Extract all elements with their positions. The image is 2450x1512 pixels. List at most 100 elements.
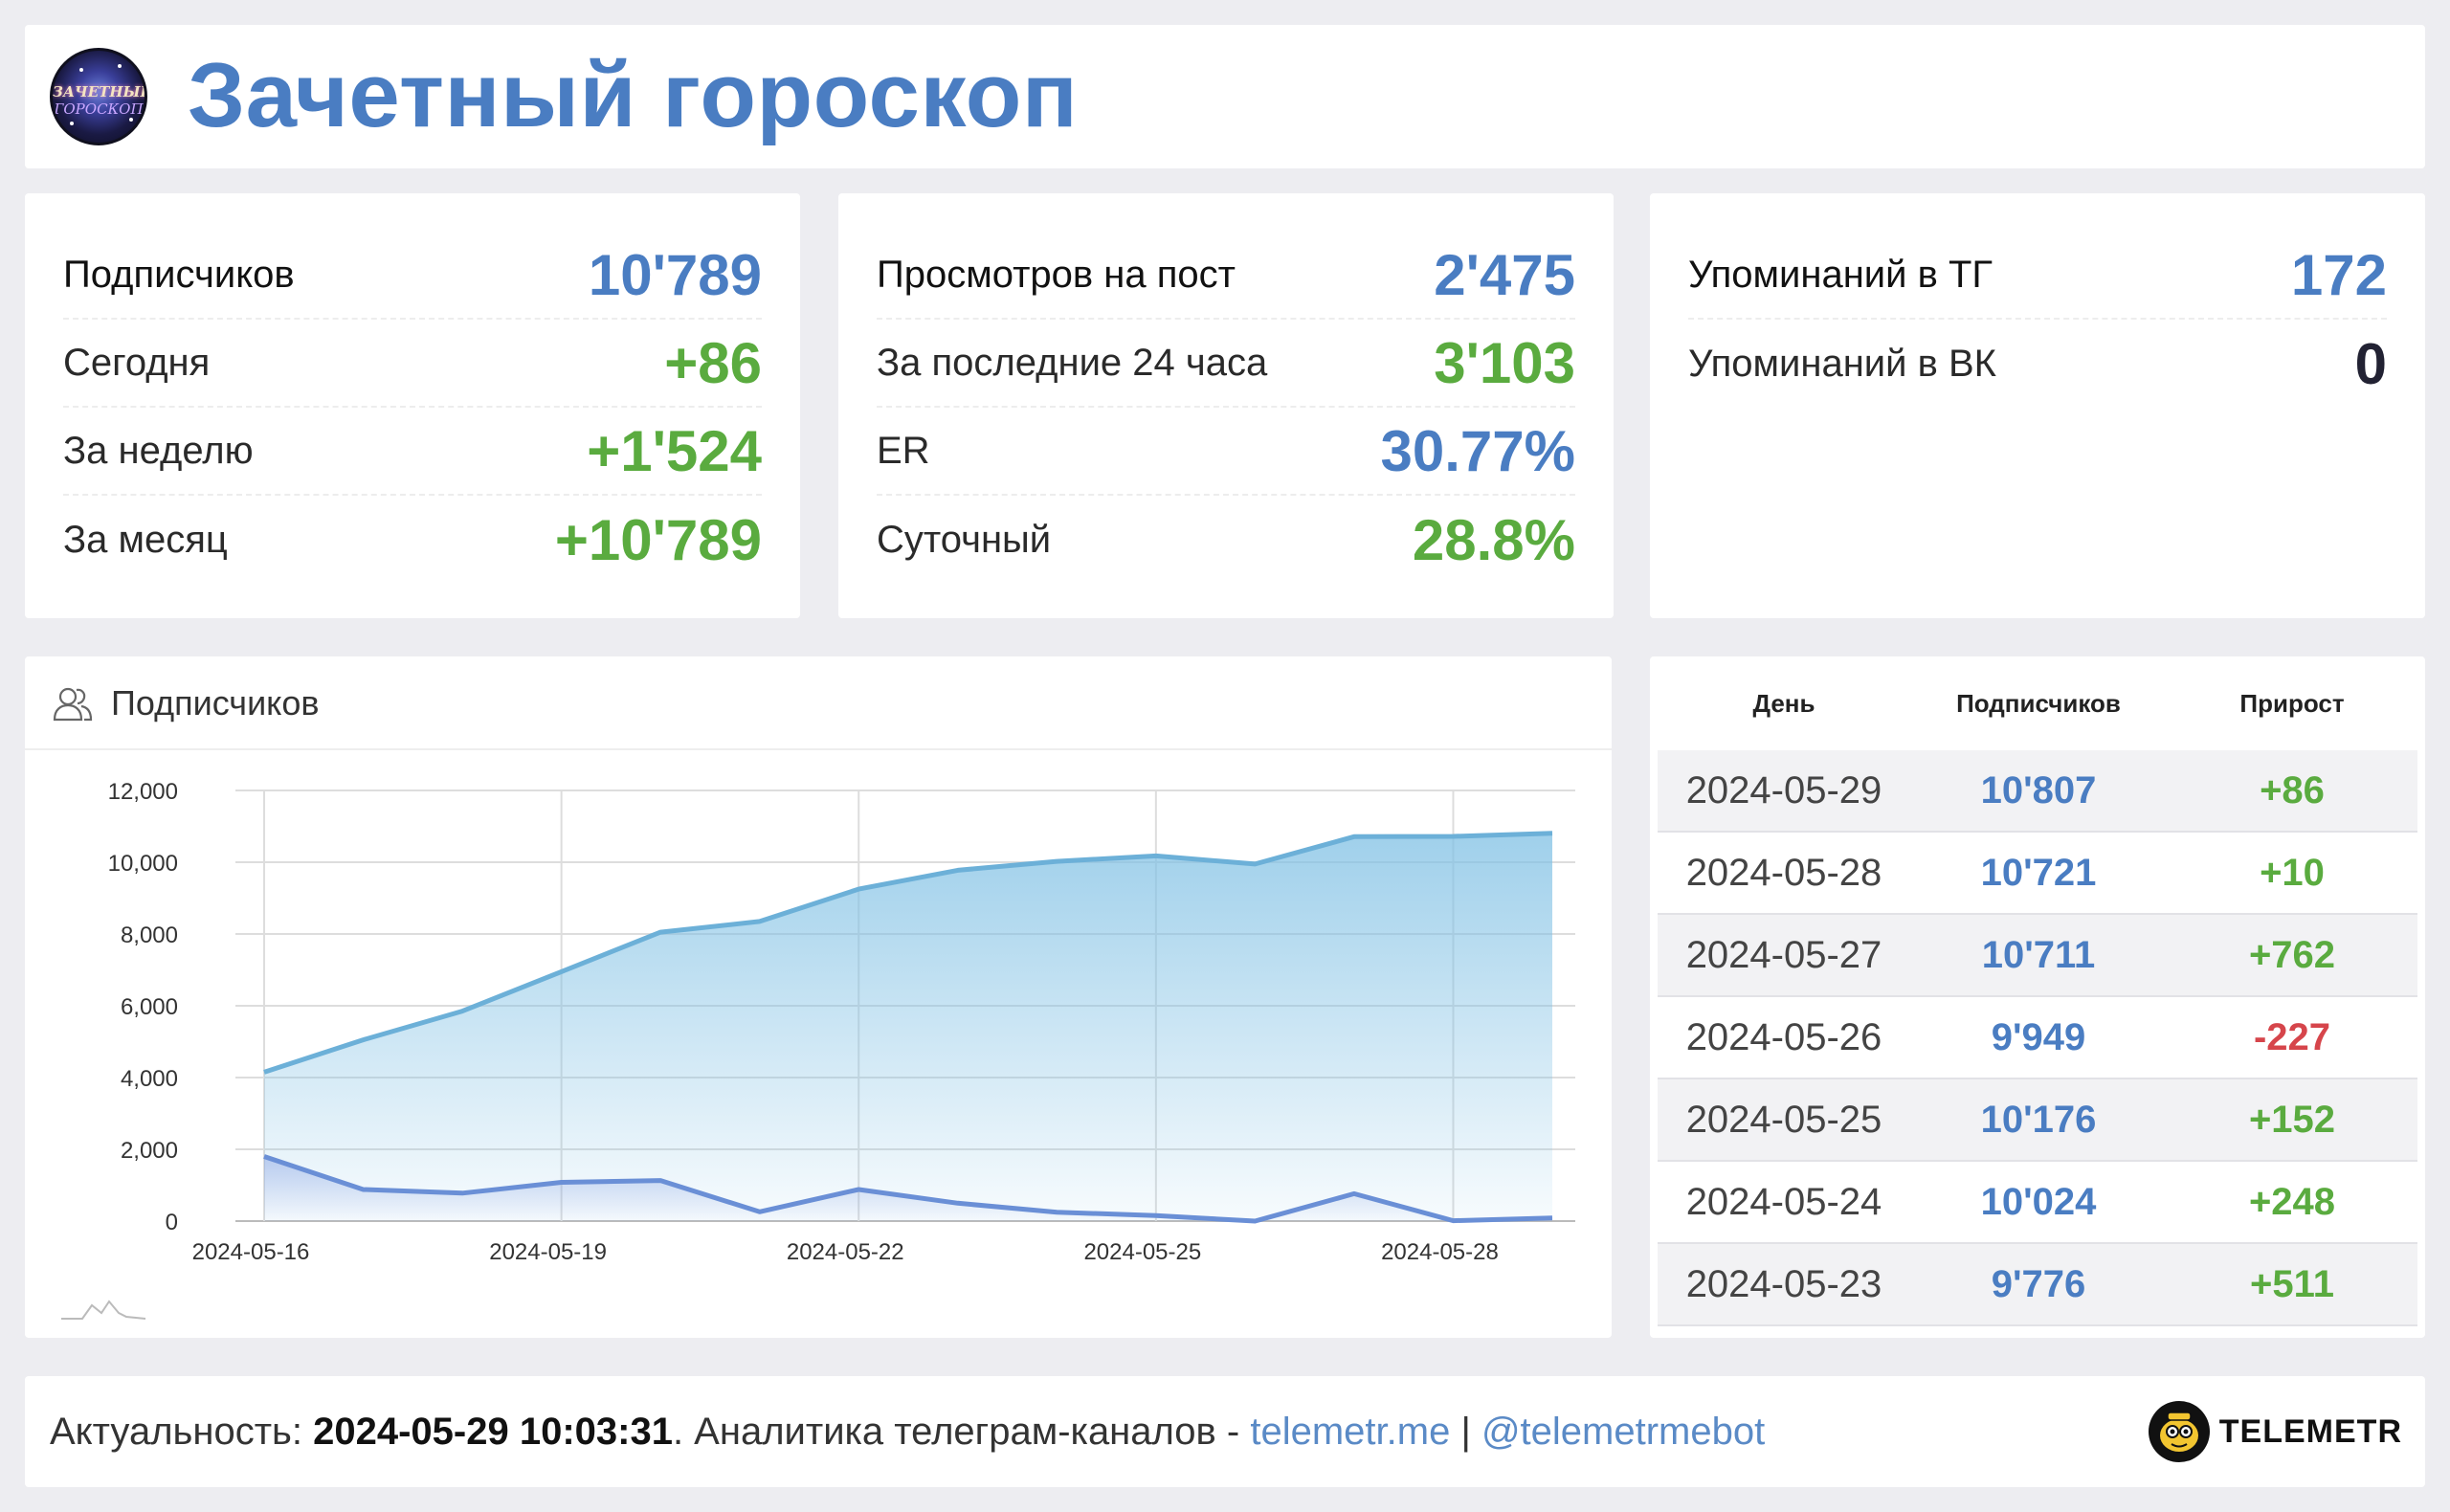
chart-header: Подписчиков	[25, 656, 1612, 750]
cell-gain: +248	[2248, 1180, 2336, 1223]
stat-value: +86	[664, 330, 762, 395]
footer-separator: |	[1450, 1411, 1481, 1453]
x-tick-label: 2024-05-19	[489, 1239, 607, 1265]
stat-label: ER	[877, 429, 930, 472]
channel-avatar: ЗАЧЕТНЫЙ ГОРОСКОП	[50, 48, 147, 145]
users-icon	[53, 687, 93, 722]
table-row: 2024-05-28 10'721 +10	[1658, 833, 2417, 915]
stat-value: 10'789	[588, 242, 762, 307]
table-body: 2024-05-29 10'807 +86 2024-05-28 10'721 +10 20…	[1658, 750, 2417, 1326]
cell-subscribers: 10'711	[1981, 933, 2096, 976]
stat-label: За последние 24 часа	[877, 341, 1268, 384]
cell-date: 2024-05-29	[1685, 768, 1882, 812]
table-row: 2024-05-24 10'024 +248	[1658, 1162, 2417, 1244]
stat-value: 172	[2290, 242, 2387, 307]
cell-gain: +10	[2260, 851, 2325, 894]
subscribers-area-chart: 0 2,000 4,000 6,000 8,000 10,000 12,000 2024-05…	[108, 779, 1575, 1265]
column-header-day[interactable]: День	[1752, 688, 1815, 718]
x-tick-label: 2024-05-16	[192, 1239, 310, 1265]
footer-prefix: Актуальность:	[50, 1411, 314, 1453]
subscribers-chart-card: Подписчиков 0 2,000 4,000 6,000 8,000 10,000 1…	[25, 656, 1612, 1338]
footer-middle: . Аналитика телеграм-каналов -	[672, 1411, 1251, 1453]
table-row: 2024-05-26 9'949 -227	[1658, 997, 2417, 1079]
stat-label: Подписчиков	[63, 253, 295, 296]
x-tick-label: 2024-05-22	[787, 1239, 904, 1265]
cell-subscribers: 10'024	[1980, 1180, 2097, 1223]
y-tick-label: 0	[166, 1210, 178, 1235]
stat-label: Суточный	[877, 518, 1052, 561]
telemetr-brand[interactable]: TELEMETR	[2148, 1401, 2402, 1462]
stat-row: За последние 24 часа 3'103	[877, 320, 1575, 408]
column-header-subscribers[interactable]: Подписчиков	[1956, 688, 2121, 718]
stat-row: Упоминаний в ТГ 172	[1688, 232, 2387, 320]
stat-row: Упоминаний в ВК 0	[1688, 320, 2387, 408]
cell-subscribers: 10'721	[1980, 851, 2097, 894]
series-line-0	[263, 831, 1553, 1075]
stat-label: За неделю	[63, 429, 254, 472]
cell-gain: +762	[2248, 933, 2336, 976]
subscribers-card: Подписчиков 10'789 Сегодня +86 За неделю +1'5…	[25, 193, 800, 618]
chart-title: Подписчиков	[111, 683, 320, 723]
telemetr-brand-name: TELEMETR	[2218, 1412, 2402, 1450]
table-header: День Подписчиков Прирост	[1650, 656, 2425, 750]
telemetr-logo-icon	[2148, 1401, 2210, 1462]
footer-card: Актуальность: 2024-05-29 10:03:31. Анали…	[25, 1376, 2425, 1487]
telemetr-bot-link[interactable]: @telemetrmebot	[1481, 1411, 1766, 1453]
cell-gain: +511	[2250, 1262, 2334, 1305]
channel-title: Зачетный гороскоп	[188, 44, 1079, 146]
stat-row: За месяц +10'789	[63, 496, 762, 584]
telemetr-link[interactable]: telemetr.me	[1250, 1411, 1451, 1453]
avatar-text-2: ГОРОСКОП	[54, 100, 144, 118]
cell-gain: +152	[2248, 1098, 2336, 1141]
stat-row: Просмотров на пост 2'475	[877, 232, 1575, 320]
stat-value: 0	[2354, 331, 2387, 396]
views-card: Просмотров на пост 2'475 За последние 24 ч…	[838, 193, 1614, 618]
stat-value: 2'475	[1434, 242, 1575, 307]
stat-value: +10'789	[554, 507, 762, 572]
daily-table-card: День Подписчиков Прирост 2024-05-29 10'80…	[1650, 656, 2425, 1338]
footer-text: Актуальность: 2024-05-29 10:03:31. Анали…	[50, 1407, 1765, 1456]
column-header-gain[interactable]: Прирост	[2239, 688, 2345, 718]
stat-value: 30.77%	[1380, 418, 1576, 483]
table-row: 2024-05-25 10'176 +152	[1658, 1079, 2417, 1162]
stat-row: За неделю +1'524	[63, 408, 762, 496]
stat-row: Суточный 28.8%	[877, 496, 1575, 584]
cell-gain: -227	[2253, 1015, 2331, 1058]
series-area-1	[264, 1156, 1552, 1221]
series-line-1	[263, 1154, 1553, 1224]
stat-row: Подписчиков 10'789	[63, 232, 762, 320]
avatar-text: ЗАЧЕТНЫЙ	[53, 83, 147, 100]
cell-subscribers: 10'176	[1980, 1098, 2097, 1141]
cell-date: 2024-05-23	[1685, 1262, 1882, 1305]
y-tick-label: 4,000	[121, 1066, 178, 1092]
stat-value: +1'524	[587, 418, 762, 483]
cell-date: 2024-05-24	[1685, 1180, 1882, 1223]
cell-date: 2024-05-28	[1685, 851, 1882, 894]
footer-timestamp: 2024-05-29 10:03:31	[313, 1411, 673, 1453]
table-row: 2024-05-23 9'776 +511	[1658, 1244, 2417, 1326]
x-tick-label: 2024-05-25	[1083, 1239, 1201, 1265]
stat-row: ER 30.77%	[877, 408, 1575, 496]
cell-subscribers: 9'776	[1991, 1262, 2086, 1305]
sparkline-icon[interactable]	[59, 1294, 147, 1321]
header-card: ЗАЧЕТНЫЙ ГОРОСКОП Зачетный гороскоп	[25, 25, 2425, 168]
table-row: 2024-05-29 10'807 +86	[1658, 750, 2417, 833]
cell-gain: +86	[2260, 768, 2325, 812]
stat-value: 28.8%	[1412, 507, 1575, 572]
y-tick-label: 12,000	[108, 779, 178, 805]
stat-label: Упоминаний в ТГ	[1688, 253, 1993, 296]
stat-label: За месяц	[63, 518, 228, 561]
y-tick-label: 8,000	[121, 923, 178, 948]
mentions-stats: Упоминаний в ТГ 172 Упоминаний в ВК 0	[1688, 232, 2387, 408]
y-tick-label: 2,000	[121, 1138, 178, 1164]
cell-date: 2024-05-27	[1685, 933, 1882, 976]
stat-row: Сегодня +86	[63, 320, 762, 408]
cell-subscribers: 10'807	[1980, 768, 2097, 812]
subscribers-stats: Подписчиков 10'789 Сегодня +86 За неделю +1'5…	[63, 232, 762, 584]
mentions-card: Упоминаний в ТГ 172 Упоминаний в ВК 0	[1650, 193, 2425, 618]
x-tick-label: 2024-05-28	[1381, 1239, 1499, 1265]
series-area-0	[264, 833, 1552, 1221]
cell-subscribers: 9'949	[1991, 1015, 2086, 1058]
cell-date: 2024-05-25	[1685, 1098, 1882, 1141]
table-row: 2024-05-27 10'711 +762	[1658, 915, 2417, 997]
